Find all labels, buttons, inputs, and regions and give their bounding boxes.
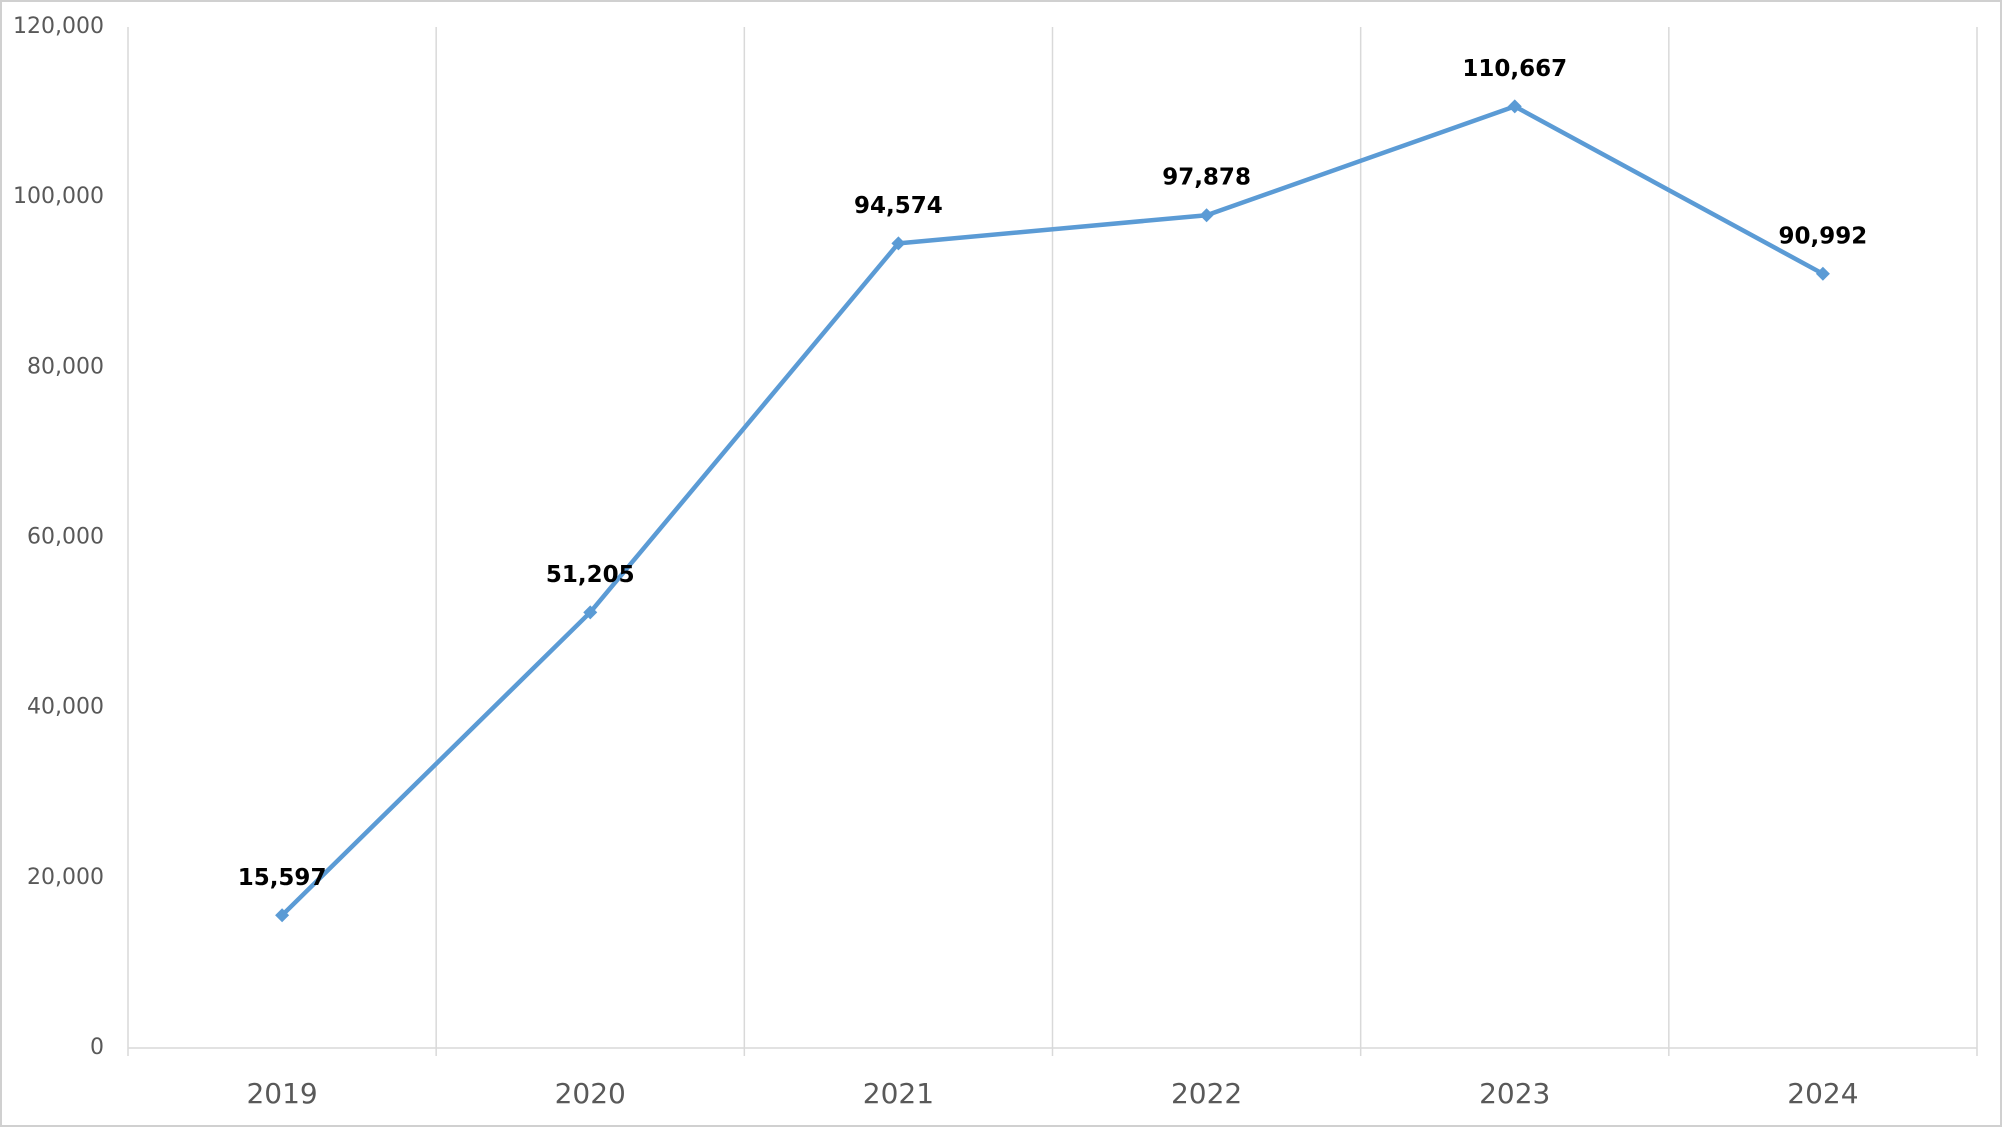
data-label: 94,574 — [854, 193, 943, 219]
x-tick-label: 2022 — [1171, 1077, 1242, 1110]
y-tick-label: 0 — [90, 1035, 104, 1060]
y-tick-label: 100,000 — [13, 184, 104, 209]
marker — [275, 908, 290, 923]
data-label: 15,597 — [238, 865, 327, 891]
line — [280, 104, 1824, 917]
x-tick-label: 2020 — [555, 1077, 626, 1110]
marker — [891, 236, 906, 251]
marker — [583, 605, 598, 620]
y-tick-label: 40,000 — [27, 695, 104, 720]
x-tick-label: 2021 — [863, 1077, 934, 1110]
y-tick-label: 60,000 — [27, 525, 104, 550]
data-label: 90,992 — [1779, 223, 1868, 249]
y-tick-label: 80,000 — [27, 354, 104, 379]
x-tick-label: 2024 — [1787, 1077, 1858, 1110]
data-label: 51,205 — [546, 562, 635, 588]
marker — [1199, 208, 1214, 223]
x-tick-label: 2023 — [1479, 1077, 1550, 1110]
x-tick-label: 2019 — [246, 1077, 317, 1110]
marker — [1815, 266, 1830, 281]
data-label: 110,667 — [1462, 56, 1567, 82]
y-tick-label: 120,000 — [13, 14, 104, 39]
data-label: 97,878 — [1162, 165, 1251, 191]
marker — [1507, 99, 1522, 114]
y-tick-label: 20,000 — [27, 865, 104, 890]
